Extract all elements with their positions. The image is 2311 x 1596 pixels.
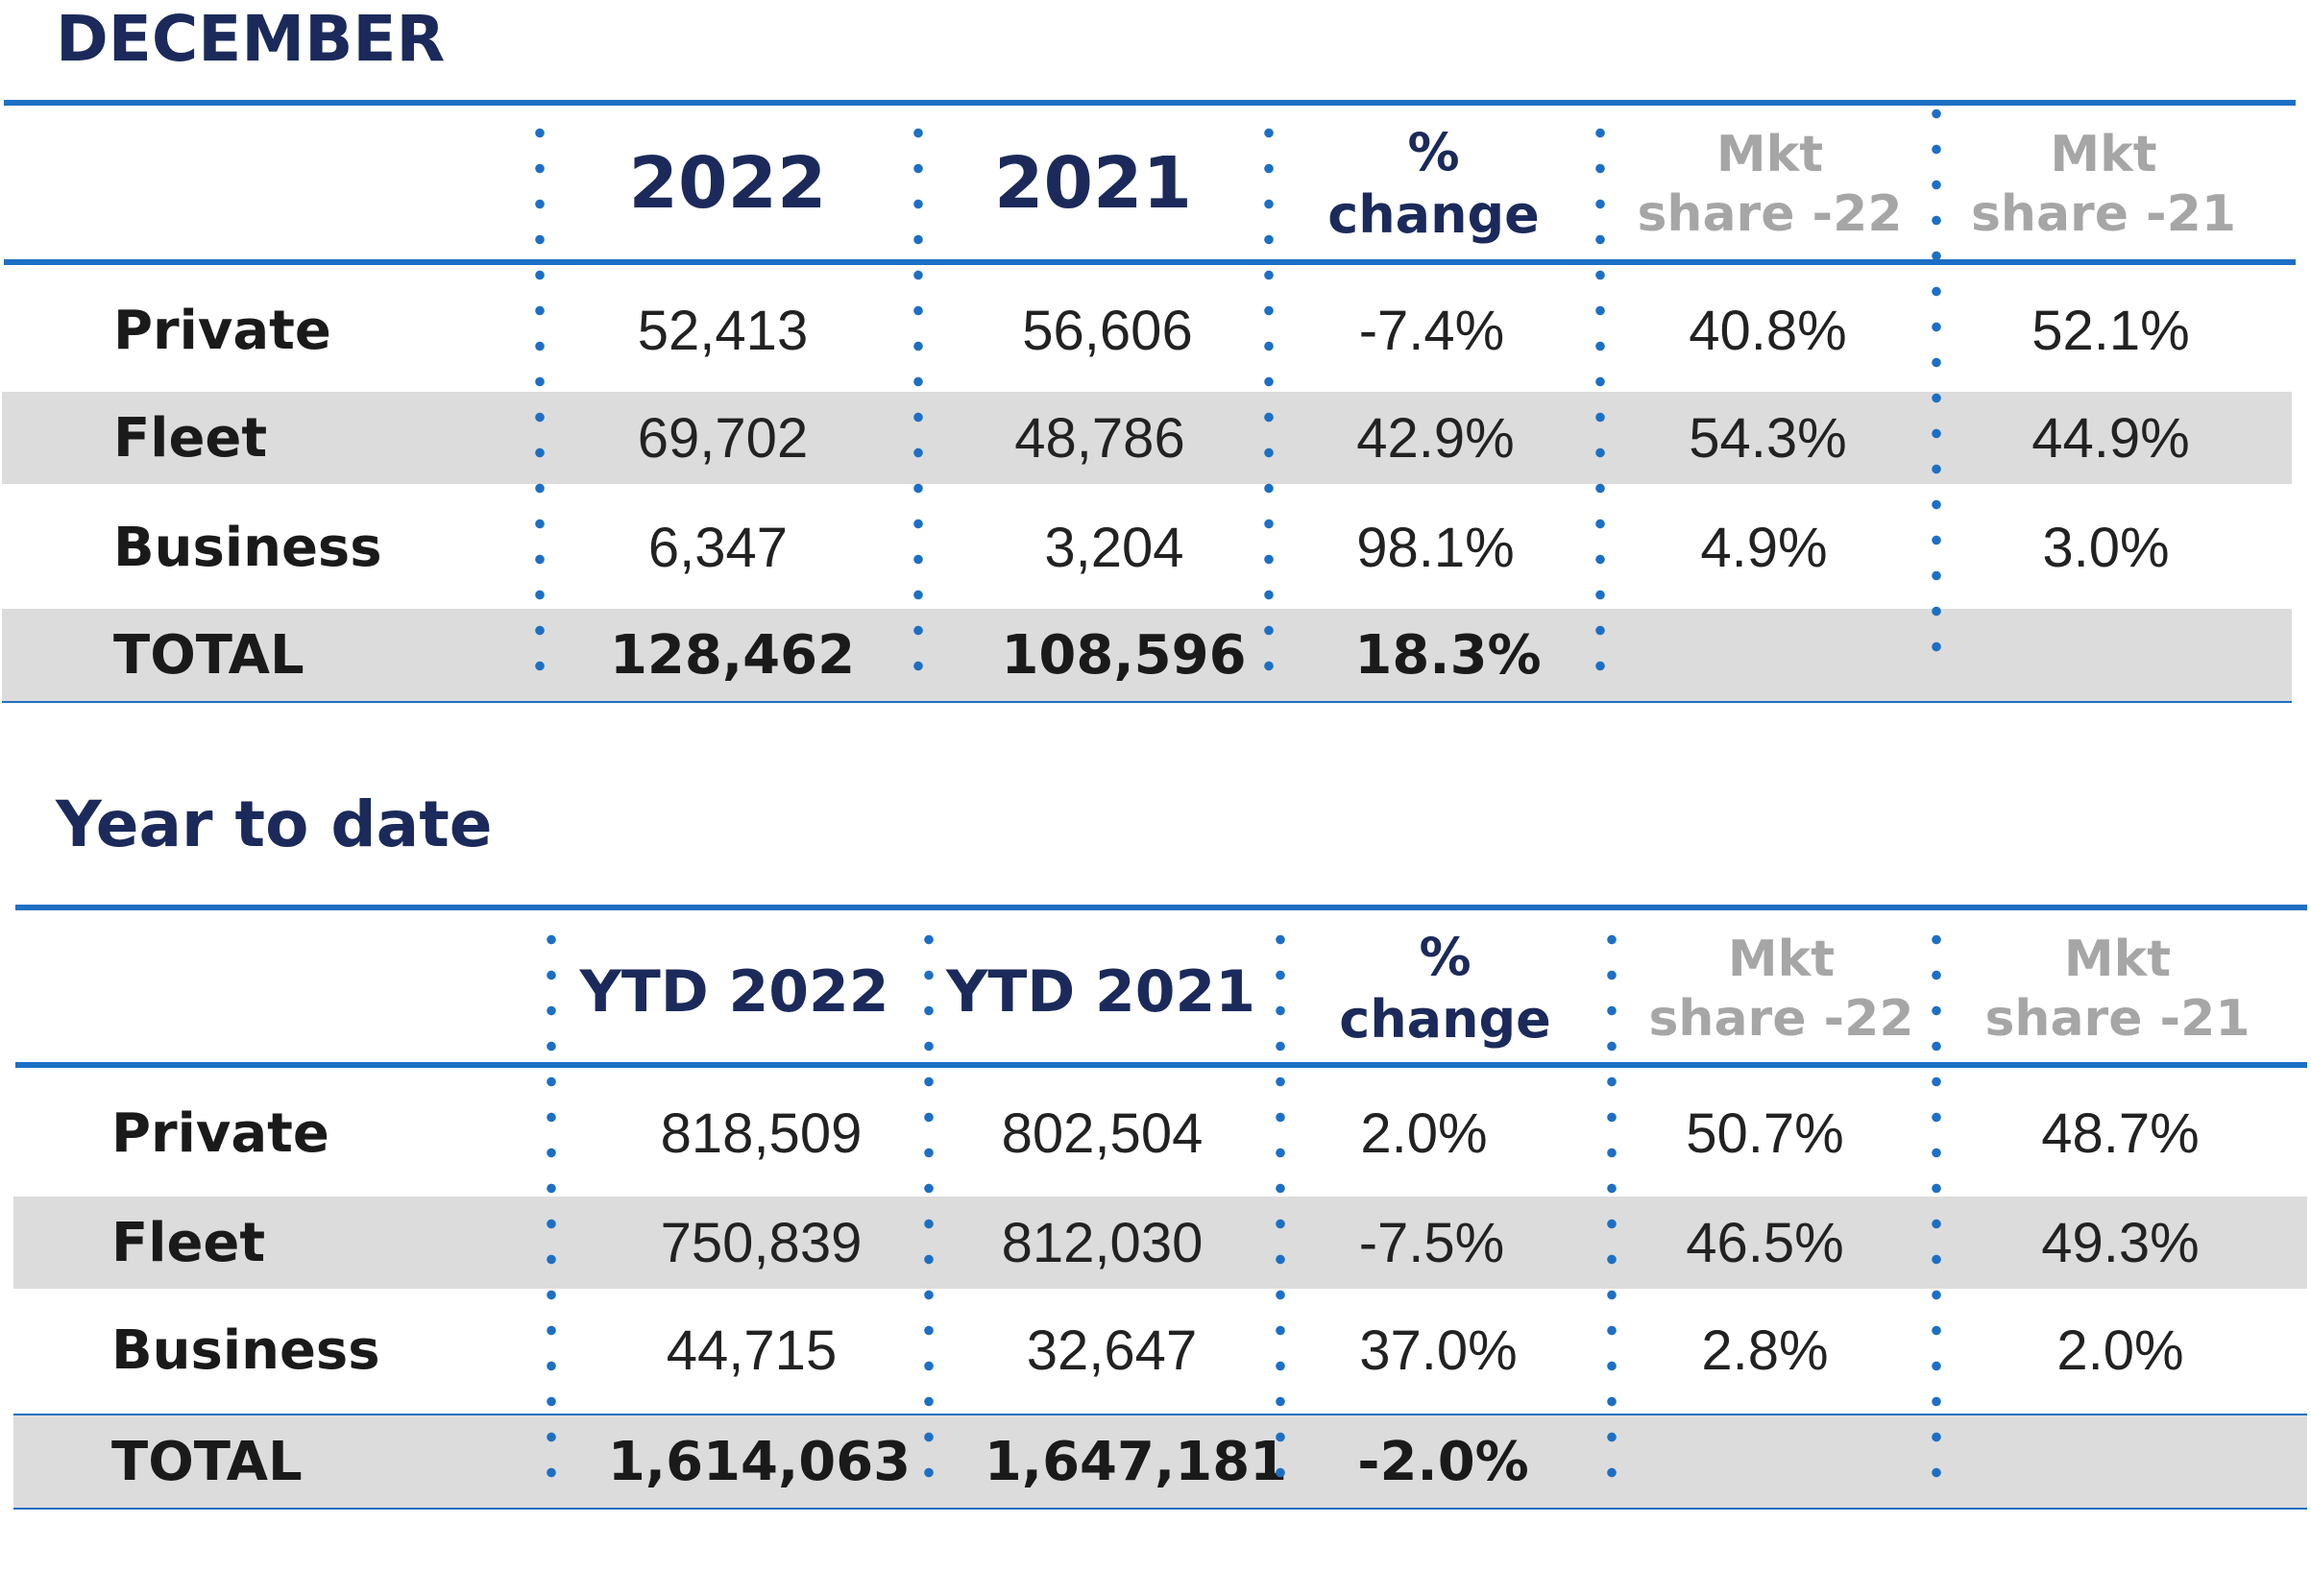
- section-title: DECEMBER: [56, 2, 446, 76]
- total-top-rule: [13, 1414, 2307, 1415]
- business-2022: 6,347: [647, 516, 789, 579]
- fleet-2022: 69,702: [637, 406, 809, 470]
- column-divider: [1932, 96, 1941, 663]
- fleet-ytd-2021: 812,030: [1001, 1211, 1204, 1274]
- row-label-fleet: Fleet: [111, 1211, 266, 1274]
- header-2021: 2021: [994, 142, 1192, 225]
- fleet-mkt-share-21: 49.3%: [2041, 1211, 2200, 1274]
- private-mkt-share-22: 50.7%: [1686, 1101, 1844, 1165]
- header-mkt-share-21: Mkt share -21: [1984, 930, 2250, 1048]
- row-stripe: [13, 1197, 2307, 1289]
- business-mkt-share-21: 2.0%: [2056, 1318, 2184, 1382]
- column-divider: [913, 115, 923, 682]
- fleet-mkt-share-22: 46.5%: [1686, 1211, 1844, 1274]
- private-mkt-share-21: 48.7%: [2041, 1101, 2200, 1165]
- total-row-stripe: [2, 609, 2292, 701]
- december-section: DECEMBER 2022 2021 % change Mkt share -2…: [0, 0, 2311, 730]
- row-stripe: [2, 392, 2292, 484]
- row-label-business: Business: [111, 1318, 380, 1382]
- total-ytd-2022: 1,614,063: [607, 1430, 912, 1493]
- column-divider: [924, 922, 934, 1490]
- private-ytd-2021: 802,504: [1001, 1101, 1204, 1165]
- private-ytd-2022: 818,509: [660, 1101, 863, 1165]
- private-2022: 52,413: [637, 299, 809, 362]
- fleet-2021: 48,786: [1014, 406, 1185, 470]
- total-ytd-2021: 1,647,181: [984, 1430, 1288, 1493]
- private-mkt-share-21: 52.1%: [2031, 299, 2190, 362]
- bottom-rule: [2, 701, 2292, 703]
- header-ytd-2022: YTD 2022: [579, 958, 889, 1026]
- business-mkt-share-22: 2.8%: [1701, 1318, 1829, 1382]
- top-rule: [4, 100, 2296, 106]
- fleet-mkt-share-21: 44.9%: [2031, 406, 2190, 470]
- header-mkt-share-22: Mkt share -22: [1648, 930, 1914, 1048]
- business-ytd-2022: 44,715: [666, 1318, 838, 1382]
- total-2022: 128,462: [609, 623, 856, 687]
- row-label-total: TOTAL: [111, 1430, 303, 1493]
- business-ytd-2021: 32,647: [1026, 1318, 1198, 1382]
- header-pct-change: % change: [1339, 927, 1551, 1050]
- bottom-rule: [13, 1508, 2307, 1510]
- fleet-pct-change: -7.5%: [1358, 1211, 1505, 1274]
- header-mkt-share-22: Mkt share -22: [1637, 125, 1903, 243]
- row-label-fleet: Fleet: [113, 406, 268, 470]
- row-label-private: Private: [113, 299, 331, 362]
- business-2021: 3,204: [1044, 516, 1184, 579]
- column-divider: [1264, 115, 1274, 682]
- row-label-private: Private: [111, 1101, 329, 1165]
- header-mkt-share-21: Mkt share -21: [1970, 125, 2237, 243]
- private-pct-change: -7.4%: [1358, 299, 1505, 362]
- total-pct-change: -2.0%: [1357, 1430, 1529, 1493]
- column-divider: [1932, 922, 1941, 1490]
- business-mkt-share-21: 3.0%: [2042, 516, 2170, 579]
- total-2021: 108,596: [1001, 623, 1247, 687]
- fleet-ytd-2022: 750,839: [660, 1211, 863, 1274]
- private-pct-change: 2.0%: [1360, 1101, 1488, 1165]
- column-divider: [535, 115, 545, 682]
- business-mkt-share-22: 4.9%: [1700, 516, 1828, 579]
- fleet-pct-change: 42.9%: [1356, 406, 1515, 470]
- header-2022: 2022: [628, 142, 827, 225]
- private-mkt-share-22: 40.8%: [1689, 299, 1847, 362]
- column-divider: [1607, 922, 1617, 1490]
- total-row-stripe: [13, 1415, 2307, 1508]
- column-divider: [547, 922, 556, 1490]
- total-pct-change: 18.3%: [1354, 623, 1542, 687]
- column-divider: [1595, 115, 1605, 682]
- fleet-mkt-share-22: 54.3%: [1689, 406, 1847, 470]
- business-pct-change: 98.1%: [1356, 516, 1515, 579]
- column-divider: [1276, 922, 1285, 1490]
- header-pct-change: % change: [1327, 122, 1540, 245]
- header-rule: [15, 1062, 2307, 1068]
- header-rule: [4, 259, 2296, 265]
- row-label-business: Business: [113, 516, 382, 579]
- section-title: Year to date: [56, 787, 493, 861]
- business-pct-change: 37.0%: [1359, 1318, 1518, 1382]
- top-rule: [15, 905, 2307, 910]
- row-label-total: TOTAL: [113, 623, 304, 687]
- private-2021: 56,606: [1022, 299, 1193, 362]
- header-ytd-2021: YTD 2021: [945, 958, 1256, 1026]
